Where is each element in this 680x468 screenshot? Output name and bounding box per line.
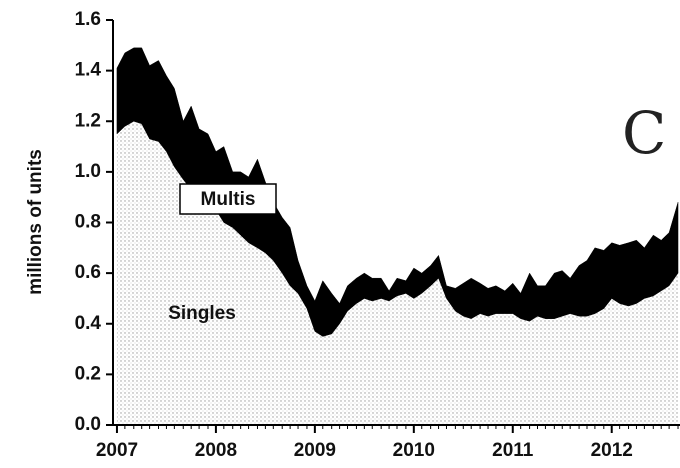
series-label: Multis — [201, 189, 256, 210]
annotation: C — [622, 99, 666, 167]
x-tick-label: 2010 — [393, 440, 435, 461]
y-tick-label: 1.2 — [75, 110, 101, 131]
x-tick-label: 2011 — [492, 440, 534, 461]
area — [116, 121, 679, 425]
y-tick-label: 0.0 — [75, 414, 101, 435]
y-tick-label: 0.6 — [75, 262, 101, 283]
x-tick-label: 2007 — [96, 440, 138, 461]
y-axis-title: millions of units — [25, 149, 46, 295]
y-tick-label: 0.8 — [75, 212, 101, 233]
y-tick-label: 0.2 — [75, 363, 101, 384]
x-tick-label: 2008 — [195, 440, 237, 461]
x-tick-label: 2009 — [294, 440, 336, 461]
y-tick-label: 1.4 — [75, 60, 102, 81]
x-tick-label: 2012 — [591, 440, 633, 461]
y-tick-label: 1.0 — [75, 161, 101, 182]
y-tick-label: 1.6 — [75, 9, 101, 30]
series-label-box — [179, 183, 277, 215]
y-tick-label: 0.4 — [75, 313, 102, 334]
series-label: Singles — [168, 303, 236, 324]
